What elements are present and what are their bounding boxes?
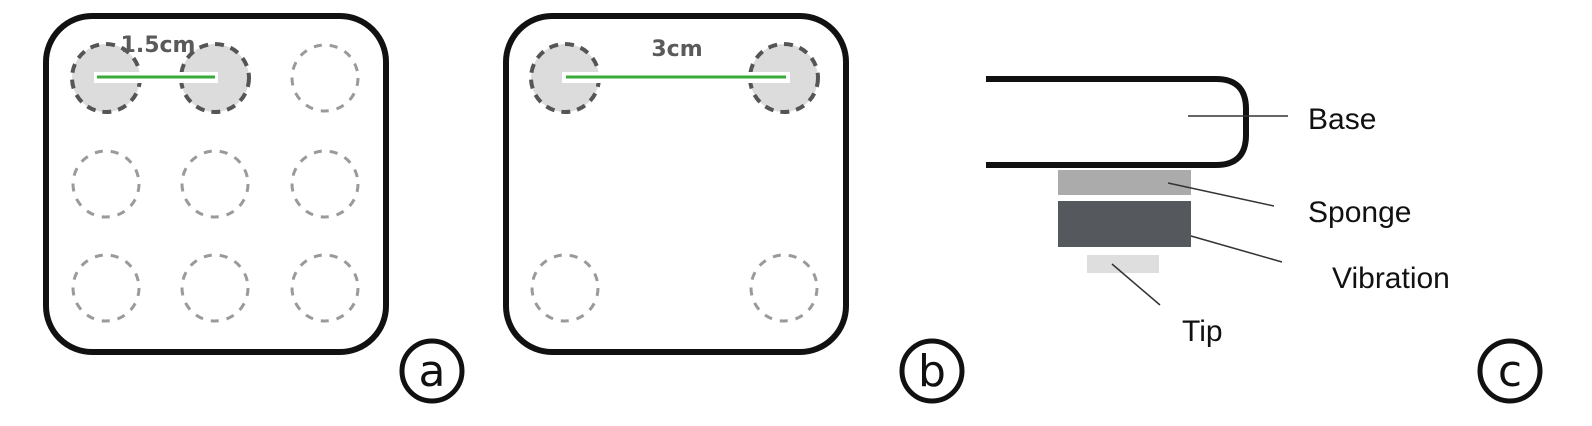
inactive-position [71, 253, 141, 323]
base-shape [986, 76, 1249, 168]
sponge-layer [1058, 170, 1191, 195]
inactive-position [180, 149, 250, 219]
inactive-position [530, 253, 600, 323]
panel-b: 3cm b [503, 13, 965, 404]
panel-a: 1.5cm a [43, 13, 465, 404]
inactive-position [71, 149, 141, 219]
panel-b-frame [503, 13, 849, 355]
panel-badge-circle [1477, 338, 1543, 404]
sponge-leader [1167, 182, 1275, 207]
distance-label: 1.5cm [121, 33, 196, 58]
tip-label: Tip [1182, 315, 1223, 348]
vibration-label: Vibration [1332, 262, 1450, 295]
inactive-position [749, 253, 819, 323]
base-label: Base [1308, 103, 1376, 136]
distance-label: 3cm [651, 37, 702, 62]
inactive-position [180, 253, 250, 323]
panel-badge-letter: b [918, 346, 946, 397]
panel-badge-letter: a [419, 346, 446, 397]
panel-badge-circle [899, 338, 965, 404]
vibration-motor [1058, 201, 1191, 247]
inactive-position [290, 253, 360, 323]
sponge-label: Sponge [1308, 196, 1411, 229]
panel-c: Base Sponge Vibration Tip c [986, 76, 1543, 404]
panel-a-frame [43, 13, 389, 355]
inactive-position [290, 149, 360, 219]
panel-badge-circle [399, 338, 465, 404]
panel-badge-letter: c [1498, 346, 1522, 397]
vibration-leader [1190, 235, 1283, 263]
tip-leader [1111, 263, 1161, 306]
tip-layer [1087, 255, 1159, 273]
inactive-position [290, 43, 360, 113]
